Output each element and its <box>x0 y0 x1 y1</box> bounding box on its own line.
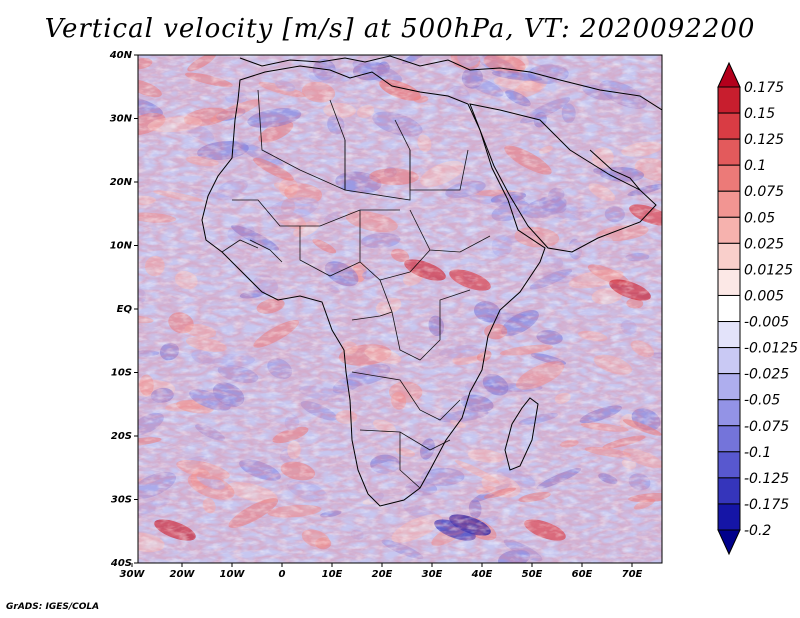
lon-tick-label: 70E <box>622 569 643 580</box>
colorbar-swatch <box>717 321 741 349</box>
lon-tick-label: 10E <box>322 569 343 580</box>
colorbar-label: -0.05 <box>744 393 780 409</box>
colorbar-label: -0.125 <box>744 471 789 487</box>
arabia-coastline <box>469 103 657 253</box>
colorbar-min-triangle <box>717 529 741 556</box>
longitude-axis: 30W 20W 10W 0 10E 20E 30E 40E 50E 60E 70E <box>120 563 643 580</box>
colorbar-swatch <box>717 112 741 140</box>
lat-tick-label: EQ <box>117 304 133 315</box>
colorbar-label: 0.15 <box>744 106 775 122</box>
colorbar-swatch <box>717 268 741 296</box>
lon-tick-label: 30W <box>120 569 146 580</box>
lat-tick-label: 40N <box>109 50 133 61</box>
colorbar-swatch <box>717 164 741 192</box>
colorbar: 0.175 0.15 0.125 0.1 0.075 0.05 0.025 0.0125 0.0… <box>717 61 798 556</box>
lat-tick-label: 30N <box>110 114 133 125</box>
lon-tick-label: 0 <box>279 569 286 580</box>
lon-tick-label: 20W <box>170 569 196 580</box>
colorbar-label: -0.005 <box>744 315 789 331</box>
colorbar-swatch <box>717 294 741 323</box>
lat-tick-label: 10N <box>110 241 133 252</box>
colorbar-label: 0.1 <box>744 158 766 174</box>
colorbar-swatch <box>717 138 741 166</box>
lon-tick-label: 10W <box>220 569 246 580</box>
colorbar-label: 0.0125 <box>744 262 793 278</box>
madagascar-coastline <box>504 397 539 471</box>
colorbar-label: 0.175 <box>744 80 784 96</box>
lat-tick-label: 10S <box>111 368 132 379</box>
europe-coastline <box>239 55 662 111</box>
lat-tick-label: 20S <box>111 431 132 442</box>
map-title: Vertical velocity [m/s] at 500hPa, VT: 2… <box>44 14 756 44</box>
lon-tick-label: 30E <box>422 569 443 580</box>
lon-tick-label: 40E <box>471 569 493 580</box>
lat-tick-label: 20N <box>110 177 133 188</box>
coastlines <box>201 55 662 507</box>
colorbar-max-triangle <box>717 61 741 88</box>
credit-label: GrADS: IGES/COLA <box>6 602 100 612</box>
africa-coastline <box>201 65 546 507</box>
latitude-axis: 40N 30N 20N 10N EQ 10S 20S 30S 40S <box>109 50 138 569</box>
colorbar-label: -0.025 <box>744 367 789 383</box>
country-borders <box>221 89 491 489</box>
lat-tick-label: 30S <box>111 495 132 506</box>
colorbar-label: 0.005 <box>744 288 784 304</box>
velocity-field <box>138 55 662 563</box>
lon-tick-label: 50E <box>522 569 543 580</box>
colorbar-swatch <box>717 399 741 427</box>
colorbar-swatch <box>717 242 741 270</box>
persian-gulf <box>589 149 641 191</box>
colorbar-swatch <box>717 347 741 375</box>
lon-tick-label: 60E <box>572 569 593 580</box>
colorbar-label: 0.05 <box>744 210 775 226</box>
lon-tick-label: 20E <box>372 569 393 580</box>
colorbar-label: -0.175 <box>744 497 789 513</box>
colorbar-label: -0.1 <box>744 445 771 461</box>
colorbar-swatch <box>717 373 741 401</box>
colorbar-swatch <box>717 216 741 244</box>
colorbar-label: 0.125 <box>744 132 784 148</box>
colorbar-swatch <box>717 425 741 453</box>
colorbar-swatch <box>717 503 741 531</box>
colorbar-label: 0.025 <box>744 236 784 252</box>
colorbar-label: 0.075 <box>744 184 784 200</box>
colorbar-swatch <box>717 477 741 505</box>
colorbar-label: -0.2 <box>744 523 771 539</box>
colorbar-swatch <box>717 190 741 218</box>
colorbar-swatch <box>717 451 741 479</box>
lat-tick-label: 40S <box>110 558 132 569</box>
plot-area: 40N 30N 20N 10N EQ 10S 20S 30S 40S 30W 20W 10W 0 10E… <box>109 50 798 580</box>
colorbar-label: -0.0125 <box>744 341 798 357</box>
colorbar-label: -0.075 <box>744 419 789 435</box>
colorbar-swatch <box>717 86 741 114</box>
